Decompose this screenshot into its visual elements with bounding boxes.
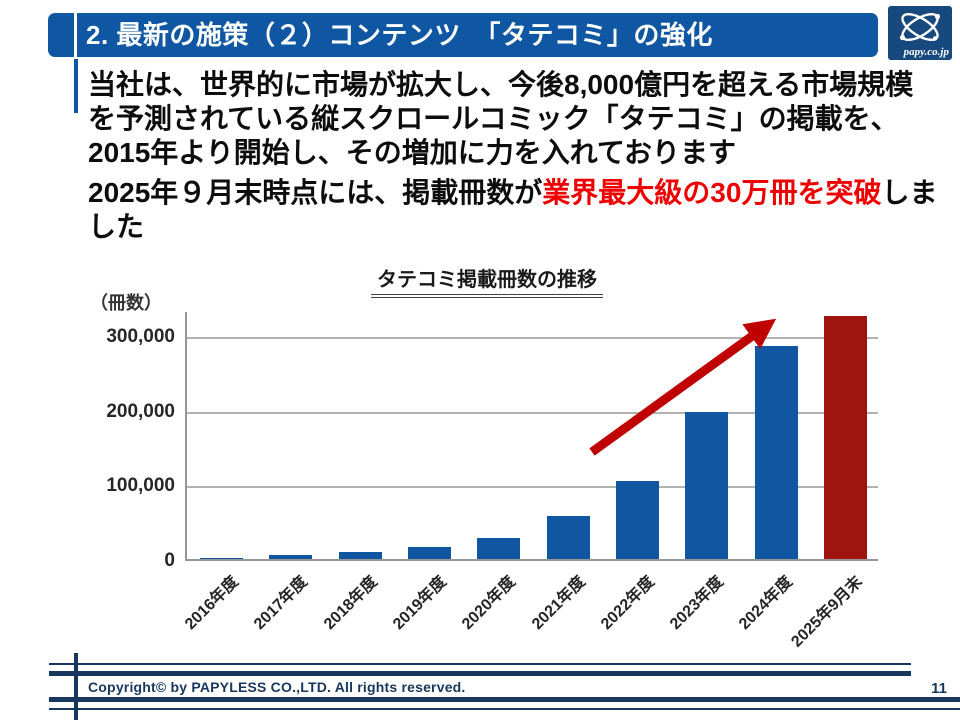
chart-bar-2019年度 xyxy=(408,547,452,559)
footer-rule-thin-top xyxy=(49,663,911,665)
title-bar: 2. 最新の施策（２）コンテンツ 「タテコミ」の強化 xyxy=(48,13,878,57)
chart-bar-2020年度 xyxy=(477,538,521,559)
y-tick-label-300,000: 300,000 xyxy=(106,325,175,347)
page-number: 11 xyxy=(931,680,947,697)
chart-bar-2022年度 xyxy=(615,480,659,559)
chart-bar-2025年9月末 xyxy=(823,316,867,559)
footer-rule-thin-bottom xyxy=(49,708,960,710)
chart-bar-2017年度 xyxy=(269,555,313,559)
copyright-text: Copyright© by PAPYLESS CO.,LTD. All righ… xyxy=(88,679,466,695)
footer-rule-thick-bottom xyxy=(49,697,960,702)
logo-domain-text: papy.co.jp xyxy=(903,46,949,58)
chart-bar-2018年度 xyxy=(338,551,382,559)
x-axis-labels: 2016年度 2017年度 2018年度 2019年度 2020年度 2021年度 2022… xyxy=(182,573,866,651)
chart-bar-2016年度 xyxy=(200,557,244,559)
slide-title: 2. 最新の施策（２）コンテンツ 「タテコミ」の強化 xyxy=(86,20,713,50)
title-divider xyxy=(74,13,77,57)
milestone-prefix: 2025年９月末時点には、掲載冊数が xyxy=(88,177,543,208)
y-tick-label-100,000: 100,000 xyxy=(106,475,175,497)
gridline-100000 xyxy=(187,486,878,489)
plot-area xyxy=(185,312,878,561)
chart-bar-2024年度 xyxy=(754,346,798,559)
y-tick-label-0: 0 xyxy=(164,550,175,571)
y-tick-label-200,000: 200,000 xyxy=(106,400,175,422)
title-accent-line xyxy=(74,59,78,113)
company-logo: papy.co.jp xyxy=(888,6,952,60)
gridline-300000 xyxy=(187,336,878,339)
atom-orbits-icon xyxy=(899,12,941,42)
chart-bar-2021年度 xyxy=(546,516,590,559)
intro-paragraph: 当社は、世界的に市場が拡大し、今後8,000億円を超える市場規模を予測されている… xyxy=(88,69,914,168)
gridline-200000 xyxy=(187,411,878,414)
y-axis-unit-label: （冊数） xyxy=(90,293,162,313)
chart-bar-2023年度 xyxy=(685,411,729,559)
milestone-paragraph: 2025年９月末時点には、掲載冊数が業界最大級の30万冊を突破しました xyxy=(88,176,940,244)
y-axis-tick-labels: 0 100,000 200,000 300,000 xyxy=(85,312,175,572)
milestone-highlight: 業界最大級の30万冊を突破 xyxy=(542,177,882,208)
chart-title: タテコミ掲載冊数の推移 xyxy=(371,263,603,298)
footer-rule-thick-top xyxy=(49,671,911,676)
milestone-suffix: しました xyxy=(88,177,938,242)
footer-accent-vline xyxy=(74,653,78,720)
